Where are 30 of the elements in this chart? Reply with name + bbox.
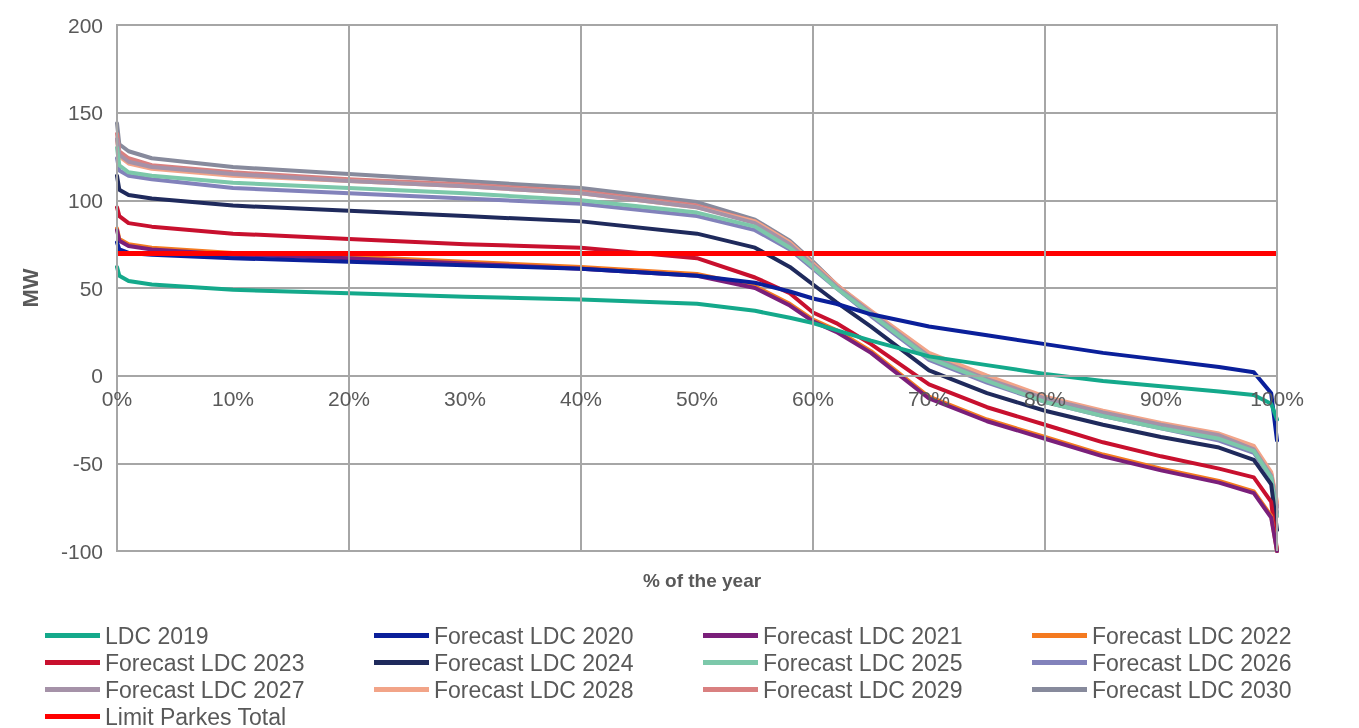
legend-label: Forecast LDC 2025 [763,649,963,676]
legend-label: Forecast LDC 2022 [1092,622,1292,649]
legend-label: LDC 2019 [105,622,209,649]
y-tick-label: 0 [91,364,103,388]
x-axis-title: % of the year [642,570,762,591]
x-tick-label: 30% [443,386,487,410]
x-tick-label: 50% [675,386,719,410]
y-tick-label: 150 [67,101,103,125]
legend-label: Forecast LDC 2024 [434,649,634,676]
x-tick-label: 90% [1139,386,1183,410]
legend-label: Forecast LDC 2020 [434,622,634,649]
legend-label: Limit Parkes Total [105,703,287,728]
x-tick-label: 0% [101,386,133,410]
y-tick-label: -50 [72,451,103,475]
x-tick-label: 60% [791,386,835,410]
legend-label: Forecast LDC 2023 [105,649,305,676]
legend-label: Forecast LDC 2021 [763,622,963,649]
x-tick-label: 40% [559,386,603,410]
legend-label: Forecast LDC 2028 [434,676,634,703]
y-tick-label: 200 [67,13,103,37]
legend-label: Forecast LDC 2030 [1092,676,1292,703]
legend-label: Forecast LDC 2026 [1092,649,1292,676]
x-tick-label: 20% [327,386,371,410]
legend-label: Forecast LDC 2029 [763,676,963,703]
y-axis-title: MW [17,268,43,308]
x-tick-label: 10% [211,386,255,410]
legend-label: Forecast LDC 2027 [105,676,305,703]
y-tick-label: 50 [79,276,103,300]
y-tick-label: 100 [67,188,103,212]
y-tick-label: -100 [60,539,103,563]
